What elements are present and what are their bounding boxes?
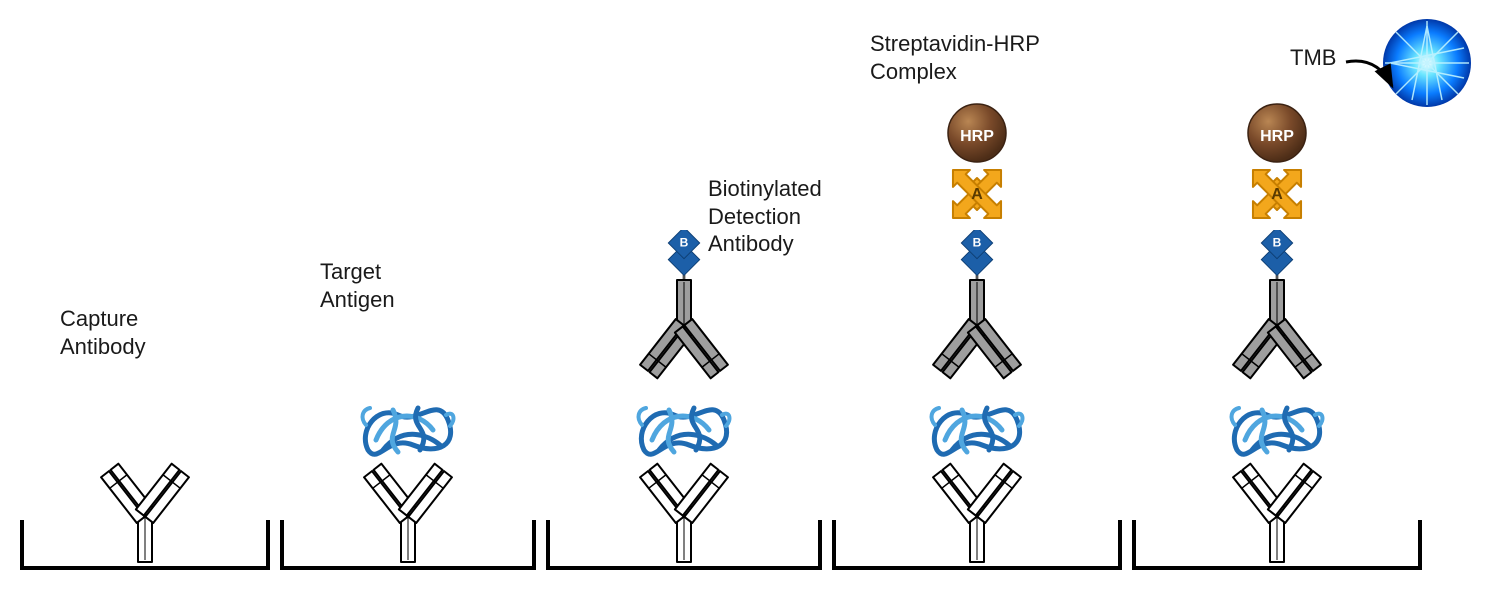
- panel-p5: [1132, 30, 1422, 570]
- detection-icon: [917, 276, 1037, 386]
- biotin-icon: [662, 230, 706, 280]
- panel-p1: [20, 30, 270, 570]
- capture-icon: [624, 456, 744, 566]
- panel-p2: [280, 30, 536, 570]
- tmb-burst-icon: [1382, 18, 1472, 108]
- biotin-icon: [955, 230, 999, 280]
- panel-label: Target Antigen: [320, 258, 395, 313]
- component-stack: [1217, 102, 1337, 566]
- detection-icon: [624, 276, 744, 386]
- panel-label: Streptavidin-HRP Complex: [870, 30, 1040, 85]
- panel-p4: [832, 30, 1122, 570]
- capture-icon: [348, 456, 468, 566]
- strept-icon: [1227, 154, 1327, 234]
- component-stack: [348, 380, 468, 566]
- component-stack: [917, 102, 1037, 566]
- biotin-icon: [1255, 230, 1299, 280]
- panel-p3: [546, 30, 822, 570]
- capture-icon: [85, 456, 205, 566]
- capture-icon: [1217, 456, 1337, 566]
- detection-icon: [1217, 276, 1337, 386]
- panel-label: Biotinylated Detection Antibody: [708, 175, 822, 258]
- capture-icon: [917, 456, 1037, 566]
- component-stack: [624, 230, 744, 566]
- strept-icon: [927, 154, 1027, 234]
- panel-label: Capture Antibody: [60, 305, 146, 360]
- component-stack: [85, 456, 205, 566]
- tmb-label: TMB: [1290, 44, 1336, 72]
